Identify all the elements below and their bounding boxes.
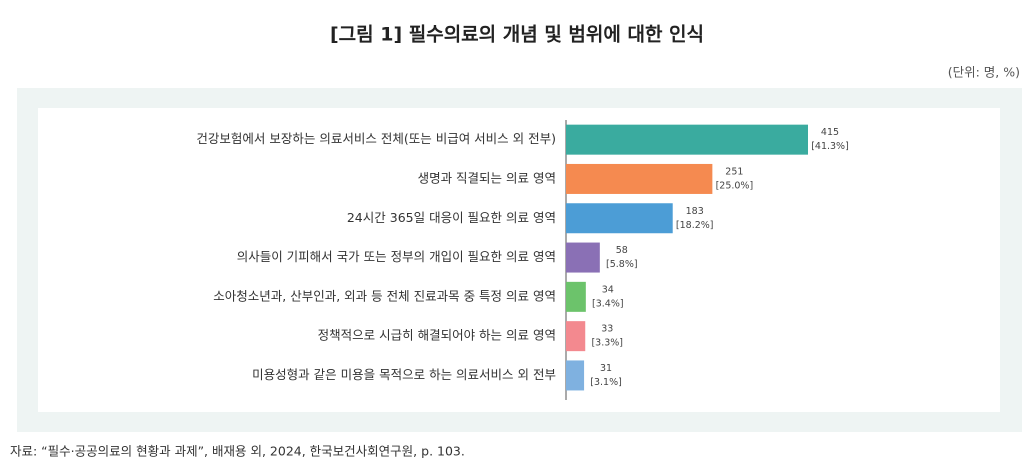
bar bbox=[566, 281, 586, 312]
category-label: 정책적으로 시급히 해결되어야 하는 의료 영역 bbox=[318, 328, 556, 343]
percent-label: [3.4%] bbox=[592, 298, 624, 309]
value-label: 251 bbox=[725, 166, 743, 177]
category-label: 건강보험에서 보장하는 의료서비스 전체(또는 비급여 서비스 외 전부) bbox=[196, 131, 556, 146]
value-label: 33 bbox=[601, 324, 613, 335]
percent-label: [3.3%] bbox=[591, 338, 623, 349]
category-label: 24시간 365일 대응이 필요한 의료 영역 bbox=[347, 210, 556, 225]
value-label: 34 bbox=[602, 284, 614, 295]
percent-label: [18.2%] bbox=[676, 220, 714, 231]
percent-label: [25.0%] bbox=[716, 180, 754, 191]
bar bbox=[566, 321, 586, 352]
plot-panel bbox=[38, 108, 1000, 412]
chart-title: [그림 1] 필수의료의 개념 및 범위에 대한 인식 bbox=[330, 24, 704, 46]
bar bbox=[566, 242, 600, 273]
category-label: 생명과 직결되는 의료 영역 bbox=[418, 170, 556, 185]
source: 자료: “필수·공공의료의 현황과 과제”, 배재용 외, 2024, 한국보건… bbox=[10, 444, 465, 459]
value-label: 31 bbox=[600, 363, 612, 374]
category-label: 소아청소년과, 산부인과, 외과 등 전체 진료과목 중 특정 의료 영역 bbox=[213, 288, 556, 303]
bar bbox=[566, 163, 713, 194]
category-label: 의사들이 기피해서 국가 또는 정부의 개입이 필요한 의료 영역 bbox=[237, 249, 556, 264]
bar bbox=[566, 124, 808, 155]
bar bbox=[566, 360, 585, 391]
category-label: 미용성형과 같은 미용을 목적으로 하는 의료서비스 외 전부 bbox=[252, 367, 556, 382]
value-label: 183 bbox=[686, 206, 704, 217]
value-label: 415 bbox=[821, 127, 839, 138]
percent-label: [3.1%] bbox=[590, 377, 622, 388]
unit-note: (단위: 명, %) bbox=[948, 65, 1020, 80]
value-label: 58 bbox=[616, 245, 628, 256]
percent-label: [41.3%] bbox=[811, 141, 849, 152]
bar bbox=[566, 203, 673, 234]
percent-label: [5.8%] bbox=[606, 259, 638, 270]
